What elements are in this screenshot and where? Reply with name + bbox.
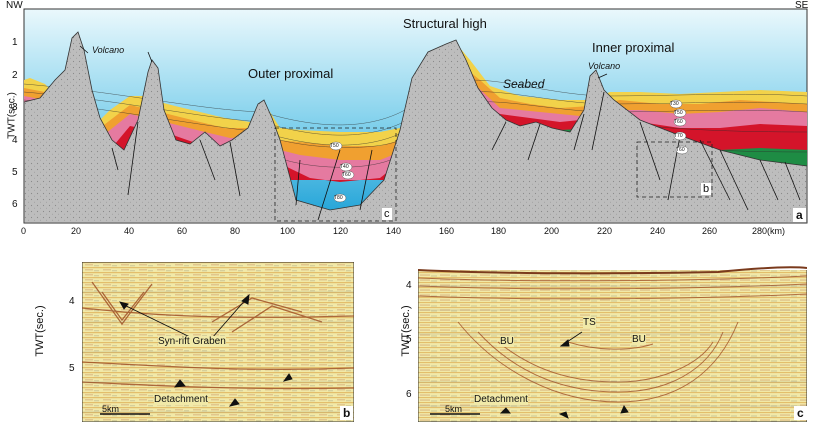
horizon-tag: T40 (340, 164, 349, 170)
x-tick: 40 (124, 226, 135, 236)
panel-letter-a: a (793, 208, 806, 222)
annotation-ts: TS (583, 317, 596, 328)
label-inner-proximal: Inner proximal (592, 40, 675, 55)
horizon-tag: T30 (670, 101, 679, 107)
annotation-synrift-graben: Syn-rift Graben (158, 336, 226, 347)
y-tick-b: 5 (69, 363, 75, 374)
x-tick: 20 (71, 226, 82, 236)
label-seabed: Seabed (503, 77, 545, 91)
corner-label-se: SE (795, 0, 809, 11)
x-tick: 180 (491, 226, 507, 236)
annotation-bu-left: BU (500, 336, 514, 347)
label-structural-high: Structural high (403, 16, 487, 31)
x-tick: 280(km) (752, 226, 786, 236)
box-c-label: c (382, 208, 392, 220)
horizon-tag: T50 (330, 143, 339, 149)
y-tick-c: 4 (406, 280, 412, 291)
horizon-tag: T60 (676, 147, 685, 153)
label-volcano-left: Volcano (92, 45, 125, 55)
horizon-tag: T70 (674, 133, 683, 139)
y-tick: 1 (12, 37, 18, 48)
annotation-detachment-c: Detachment (474, 394, 528, 405)
x-tick: 60 (177, 226, 188, 236)
label-volcano-right: Volcano (588, 61, 621, 71)
y-tick: 2 (12, 70, 18, 81)
y-tick: 6 (12, 199, 18, 210)
annotation-bu-right: BU (632, 334, 646, 345)
horizon-tag: T60 (342, 172, 351, 178)
horizon-tag: T60 (674, 119, 683, 125)
x-tick: 200 (544, 226, 560, 236)
x-tick: 120 (333, 226, 349, 236)
cross-section-panel-a (23, 8, 808, 224)
x-tick: 140 (386, 226, 402, 236)
y-axis-label-b: TWT(sec.) (34, 305, 46, 357)
x-tick: 80 (230, 226, 241, 236)
y-tick-c: 5 (406, 334, 412, 345)
x-tick: 220 (597, 226, 613, 236)
x-tick: 0 (21, 226, 27, 236)
scale-label-c: 5km (445, 404, 463, 414)
x-tick: 160 (439, 226, 455, 236)
x-tick: 100 (280, 226, 296, 236)
horizon-tag: T50 (674, 110, 683, 116)
panel-letter-b: b (340, 406, 354, 420)
y-tick-b: 4 (69, 296, 75, 307)
box-b-outline (636, 141, 713, 198)
box-b-label: b (701, 183, 712, 195)
scale-label-b: 5km (102, 404, 120, 414)
panel-letter-c: c (794, 406, 807, 420)
y-tick: 5 (12, 167, 18, 178)
label-outer-proximal: Outer proximal (248, 66, 334, 81)
y-tick: 4 (12, 135, 18, 146)
corner-label-nw: NW (6, 0, 23, 11)
annotation-detachment-b: Detachment (154, 394, 208, 405)
x-tick: 240 (650, 226, 666, 236)
box-c-outline (274, 127, 397, 222)
horizon-tags (329, 99, 689, 203)
y-axis-label-c: TWT(sec.) (400, 305, 412, 357)
y-tick-c: 6 (406, 389, 412, 400)
horizon-tag: T80 (334, 195, 343, 201)
faults (111, 91, 801, 221)
basement (23, 31, 808, 224)
y-tick: 3 (12, 102, 18, 113)
x-tick: 260 (702, 226, 718, 236)
